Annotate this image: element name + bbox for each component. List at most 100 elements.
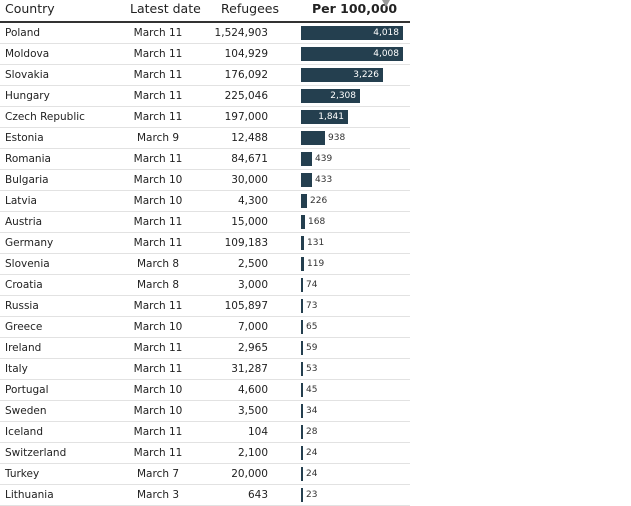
- country-cell: Latvia: [5, 195, 37, 207]
- per-capita-label: 4,018: [373, 28, 399, 38]
- refugees-cell: 2,965: [237, 342, 268, 354]
- table-row: Italy March 11 31,287 53: [0, 359, 410, 380]
- per-capita-bar: [301, 68, 383, 82]
- table-row: Switzerland March 11 2,100 24: [0, 443, 410, 464]
- country-cell: Slovenia: [5, 258, 50, 270]
- table-row: Czech Republic March 11 197,000 1,841: [0, 107, 410, 128]
- table-row: Russia March 11 105,897 73: [0, 296, 410, 317]
- country-cell: Romania: [5, 153, 51, 165]
- refugees-cell: 84,671: [231, 153, 268, 165]
- date-cell: March 11: [133, 300, 183, 312]
- header-latest-date[interactable]: Latest date: [130, 1, 201, 16]
- date-cell: March 8: [136, 258, 180, 270]
- sort-descending-icon[interactable]: [382, 0, 390, 7]
- refugees-cell: 197,000: [224, 111, 268, 123]
- country-cell: Bulgaria: [5, 174, 49, 186]
- date-cell: March 8: [136, 279, 180, 291]
- per-capita-bar: [301, 194, 307, 208]
- per-capita-bar: [301, 257, 304, 271]
- per-capita-bar: [301, 152, 312, 166]
- table-row: Estonia March 9 12,488 938: [0, 128, 410, 149]
- date-cell: March 11: [133, 27, 183, 39]
- table-row: Austria March 11 15,000 168: [0, 212, 410, 233]
- date-cell: March 11: [133, 111, 183, 123]
- refugees-cell: 30,000: [231, 174, 268, 186]
- country-cell: Czech Republic: [5, 111, 85, 123]
- per-capita-bar: [301, 215, 305, 229]
- table-header: Country Latest date Refugees Per 100,000: [0, 0, 410, 23]
- per-capita-bar: [301, 89, 360, 103]
- country-cell: Moldova: [5, 48, 50, 60]
- refugees-cell: 104,929: [224, 48, 268, 60]
- per-capita-label: 3,226: [353, 70, 379, 80]
- table-row: Slovakia March 11 176,092 3,226: [0, 65, 410, 86]
- date-cell: March 7: [136, 468, 180, 480]
- table-row: Germany March 11 109,183 131: [0, 233, 410, 254]
- refugees-cell: 12,488: [231, 132, 268, 144]
- refugees-cell: 105,897: [224, 300, 268, 312]
- country-cell: Slovakia: [5, 69, 50, 81]
- per-capita-bar: [301, 446, 303, 460]
- date-cell: March 11: [133, 216, 183, 228]
- date-cell: March 9: [136, 132, 180, 144]
- refugees-cell: 643: [247, 489, 268, 501]
- country-cell: Hungary: [5, 90, 50, 102]
- refugees-cell: 2,500: [237, 258, 268, 270]
- date-cell: March 3: [136, 489, 180, 501]
- date-cell: March 10: [133, 321, 183, 333]
- per-capita-label: 65: [306, 322, 318, 332]
- refugees-cell: 31,287: [231, 363, 268, 375]
- country-cell: Poland: [5, 27, 41, 39]
- refugees-table: Country Latest date Refugees Per 100,000…: [0, 0, 410, 506]
- per-capita-label: 24: [306, 448, 318, 458]
- refugees-cell: 4,300: [237, 195, 268, 207]
- per-capita-label: 23: [306, 490, 318, 500]
- per-capita-bar: [301, 362, 303, 376]
- refugees-cell: 109,183: [224, 237, 268, 249]
- country-cell: Portugal: [5, 384, 49, 396]
- refugees-cell: 104: [247, 426, 268, 438]
- table-row: Turkey March 7 20,000 24: [0, 464, 410, 485]
- per-capita-label: 131: [307, 238, 325, 248]
- table-row: Greece March 10 7,000 65: [0, 317, 410, 338]
- table-row: Poland March 11 1,524,903 4,018: [0, 23, 410, 44]
- per-capita-label: 226: [310, 196, 328, 206]
- per-capita-label: 439: [315, 154, 333, 164]
- per-capita-label: 28: [306, 427, 318, 437]
- date-cell: March 11: [133, 237, 183, 249]
- per-capita-label: 433: [315, 175, 333, 185]
- date-cell: March 10: [133, 405, 183, 417]
- per-capita-label: 119: [307, 259, 325, 269]
- country-cell: Iceland: [5, 426, 44, 438]
- per-capita-bar: [301, 110, 348, 124]
- header-country[interactable]: Country: [5, 1, 55, 16]
- refugees-cell: 20,000: [231, 468, 268, 480]
- date-cell: March 11: [133, 48, 183, 60]
- per-capita-bar: [301, 425, 303, 439]
- per-capita-label: 53: [306, 364, 318, 374]
- country-cell: Lithuania: [5, 489, 54, 501]
- table-row: Croatia March 8 3,000 74: [0, 275, 410, 296]
- date-cell: March 10: [133, 174, 183, 186]
- refugees-cell: 2,100: [237, 447, 268, 459]
- date-cell: March 10: [133, 384, 183, 396]
- per-capita-bar: [301, 299, 303, 313]
- refugees-cell: 4,600: [237, 384, 268, 396]
- per-capita-label: 45: [306, 385, 318, 395]
- header-refugees[interactable]: Refugees: [221, 1, 279, 16]
- per-capita-bar: [301, 278, 303, 292]
- table-row: Sweden March 10 3,500 34: [0, 401, 410, 422]
- refugees-cell: 176,092: [224, 69, 268, 81]
- table-row: Iceland March 11 104 28: [0, 422, 410, 443]
- country-cell: Russia: [5, 300, 39, 312]
- per-capita-bar: [301, 173, 312, 187]
- per-capita-bar: [301, 47, 403, 61]
- header-per-100000[interactable]: Per 100,000: [312, 1, 398, 16]
- date-cell: March 11: [133, 363, 183, 375]
- table-row: Moldova March 11 104,929 4,008: [0, 44, 410, 65]
- per-capita-label: 24: [306, 469, 318, 479]
- refugees-cell: 7,000: [237, 321, 268, 333]
- per-capita-bar: [301, 488, 303, 502]
- per-capita-label: 168: [308, 217, 326, 227]
- country-cell: Italy: [5, 363, 28, 375]
